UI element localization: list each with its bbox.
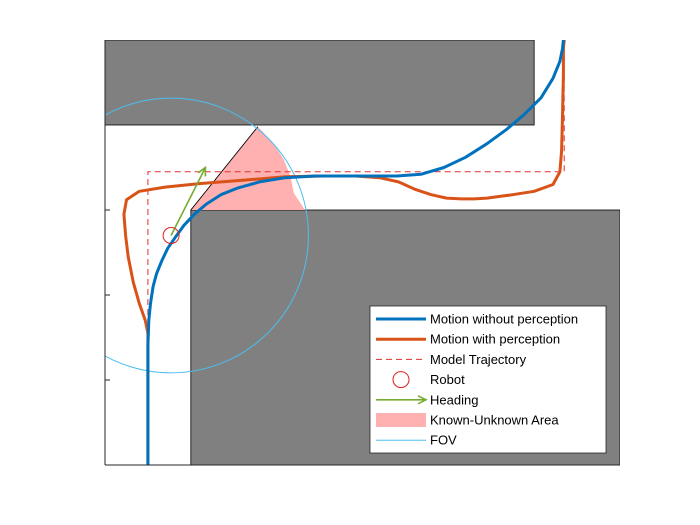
fov-edge-line — [190, 126, 259, 211]
legend-label-5: Heading — [430, 392, 478, 407]
legend-box — [369, 305, 607, 454]
obstacle-1 — [105, 40, 535, 126]
series-motion-with-perception — [122, 40, 566, 465]
legend-label-1: Motion without perception — [430, 312, 578, 327]
known-unknown-area — [190, 126, 305, 210]
legend: Motion without perception Motion with per… — [369, 305, 607, 454]
heading-arrow-shaft — [170, 167, 207, 236]
legend-swatch-heading-head — [417, 395, 428, 405]
fov-circle — [105, 97, 309, 374]
legend-swatch-known-unknown — [376, 413, 426, 427]
axes — [104, 40, 620, 466]
series-motion-without-perception — [146, 40, 565, 465]
legend-label-7: FOV — [430, 433, 457, 448]
heading-arrow-head — [197, 165, 207, 177]
legend-label-4: Robot — [430, 372, 465, 387]
legend-swatch-robot — [392, 371, 410, 389]
legend-label-6: Known-Unknown Area — [430, 413, 559, 428]
robot-marker — [162, 227, 180, 244]
legend-label-3: Model Trajectory — [430, 352, 527, 367]
legend-label-2: Motion with perception — [430, 332, 560, 347]
